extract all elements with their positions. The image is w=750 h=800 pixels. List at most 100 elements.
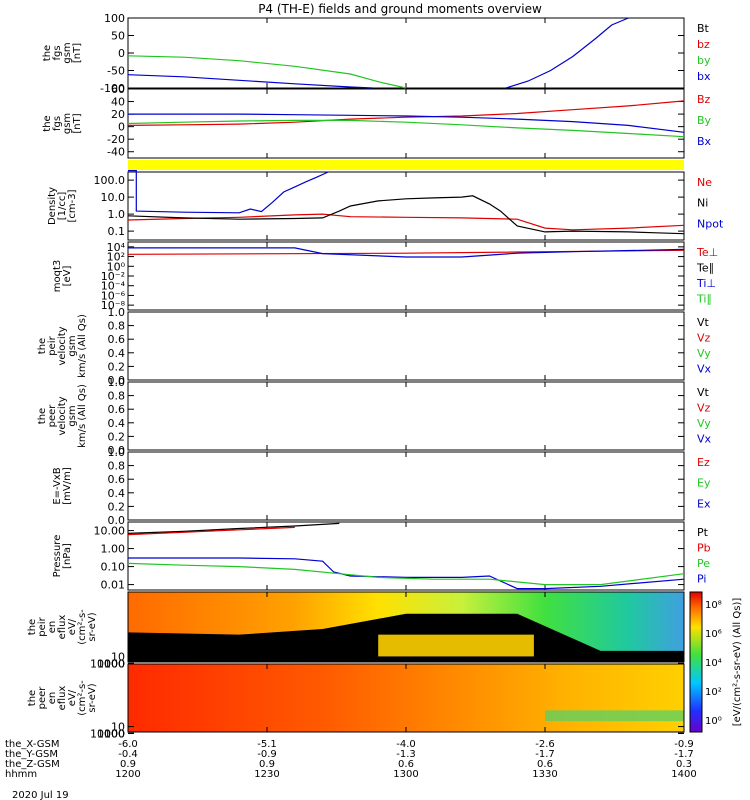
footer-value: -0.9 <box>257 749 277 760</box>
y-axis-label: the <box>37 408 48 424</box>
y-tick-label: 10⁰ <box>107 260 126 273</box>
y-axis-label: velocity <box>57 326 68 365</box>
green-band <box>545 710 684 722</box>
y-axis-label: eV/ <box>67 618 78 635</box>
footer-value: 0.9 <box>259 759 275 770</box>
y-tick-label: 10.0 <box>101 191 126 204</box>
y-axis-label: velocity <box>57 396 68 435</box>
y-tick-label: 1.0 <box>108 208 126 221</box>
y-tick-label: 10² <box>107 251 125 264</box>
y-tick-label: 0.2 <box>108 360 126 373</box>
y-axis-label: Density <box>47 187 58 225</box>
y-tick-label: 100.0 <box>94 174 126 187</box>
y-axis-label: fgs <box>52 45 63 60</box>
footer-value: 1400 <box>671 769 696 780</box>
footer-date: 2020 Jul 19 <box>12 790 69 800</box>
legend-pb: Pb <box>697 542 711 555</box>
y-axis-label: sr-eV) <box>87 683 98 712</box>
footer-value: 1300 <box>393 769 418 780</box>
footer-value: -6.0 <box>118 739 138 750</box>
y-tick-label: 1.0 <box>108 306 126 319</box>
y-axis-label: the <box>37 338 48 354</box>
y-axis-label: sr-eV) <box>87 612 98 641</box>
y-axis-label: eV/ <box>67 689 78 706</box>
y-tick-label: 10⁻⁸ <box>101 299 126 312</box>
y-tick-label: 0.4 <box>108 347 126 360</box>
chart-title: P4 (TH-E) fields and ground moments over… <box>258 2 542 16</box>
y-tick-label: 0.2 <box>108 500 126 513</box>
y-tick-label: 0.6 <box>108 403 126 416</box>
y-tick-label: 10⁻⁶ <box>101 289 126 302</box>
y-axis-label: the <box>27 690 38 706</box>
y-axis-label: Pressure <box>52 535 63 578</box>
y-tick-label: 0.0 <box>108 444 126 457</box>
y-tick-label: 100 <box>104 12 125 25</box>
y-tick-label: 10 <box>111 721 125 734</box>
y-axis-label: gsm <box>62 42 73 63</box>
footer-row-label: the_Y-GSM <box>5 749 58 760</box>
series-ti <box>128 247 685 258</box>
footer-row-label: hhmm <box>5 769 37 780</box>
series-bx <box>128 113 685 133</box>
legend-bz: Bz <box>697 93 711 106</box>
legend-vz: Vz <box>697 332 711 345</box>
y-tick-label: 0.2 <box>108 430 126 443</box>
y-tick-label: 1000 <box>97 657 125 670</box>
y-tick-label: 0.01 <box>101 579 126 592</box>
footer-value: -5.1 <box>257 739 277 750</box>
series-ne <box>127 213 685 231</box>
series-by <box>127 55 407 89</box>
legend-ex: Ex <box>697 497 711 510</box>
y-axis-label: moqt3 <box>52 260 63 293</box>
y-tick-label: 0.8 <box>108 460 126 473</box>
footer-value: 0.6 <box>537 759 553 770</box>
y-tick-label: 10000 <box>90 727 125 740</box>
y-tick-label: 0 <box>118 47 125 60</box>
legend-ni: Ni <box>697 197 708 210</box>
y-axis-label: [nPa] <box>62 543 73 569</box>
series-bx <box>127 74 373 89</box>
legend-vx: Vx <box>697 433 712 446</box>
panel-pressure: 10.00 1.00 0.10 0.01 Pressure [nPa] Pt Pb Pe Pi <box>52 521 711 592</box>
y-axis-label: peir <box>37 616 48 636</box>
y-tick-label: 0.8 <box>108 390 126 403</box>
y-tick-label: 1.0 <box>108 446 126 459</box>
footer-value: 0.6 <box>398 759 414 770</box>
y-axis-label: en <box>47 692 58 705</box>
colorbar-tick: 10⁰ <box>705 716 722 727</box>
y-tick-label: 20 <box>111 108 125 121</box>
panel-frame <box>127 241 685 311</box>
y-tick-label: 10⁴ <box>107 241 126 254</box>
footer-value: -1.3 <box>396 749 416 760</box>
panel-frame <box>127 17 685 89</box>
y-tick-label: 0 <box>118 121 125 134</box>
y-tick-label: 0.10 <box>101 561 126 574</box>
series-pe <box>127 562 685 586</box>
footer-row-label: the_X-GSM <box>5 739 59 750</box>
flag-bar <box>128 160 684 170</box>
legend-pt: Pt <box>697 526 709 539</box>
panel-frame <box>127 451 685 521</box>
colorbar-tick: 10⁴ <box>705 658 722 669</box>
y-tick-label: -40 <box>107 146 125 159</box>
panel-flag <box>128 160 684 170</box>
y-axis-label: en <box>47 621 58 634</box>
series-pt <box>127 522 340 534</box>
footer-value: 1200 <box>115 769 140 780</box>
y-axis-label: peer <box>37 686 48 710</box>
legend-ey: Ey <box>697 477 711 490</box>
y-axis-label: (cm²-s- <box>77 680 88 716</box>
footer-value: 0.9 <box>120 759 136 770</box>
y-axis-label: the <box>42 115 53 131</box>
legend-tix: Ti⊥ <box>696 277 716 290</box>
legend-bt: Bt <box>697 22 710 35</box>
y-axis-label: [nT] <box>72 113 83 133</box>
y-axis-label: the <box>27 619 38 635</box>
y-axis-label: E=-VxB <box>52 467 63 504</box>
series-pi <box>128 557 685 590</box>
y-tick-label: 0.0 <box>108 374 126 387</box>
legend-tex: Te∥ <box>696 262 714 275</box>
